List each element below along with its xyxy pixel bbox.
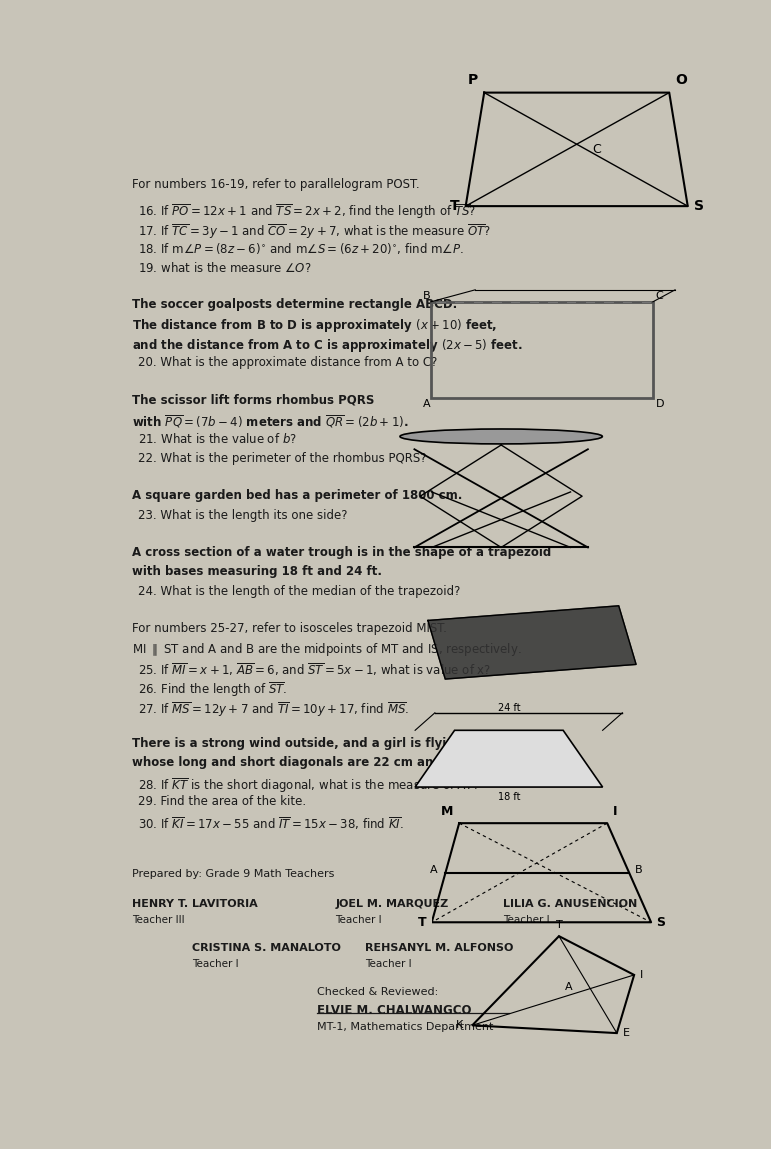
Text: K: K [456, 1020, 463, 1031]
Text: T: T [556, 920, 562, 931]
Bar [431, 302, 653, 398]
Text: MT-1, Mathematics Department: MT-1, Mathematics Department [318, 1021, 494, 1032]
Text: 29. Find the area of the kite.: 29. Find the area of the kite. [138, 795, 306, 808]
Text: O: O [675, 72, 687, 86]
Text: T: T [418, 916, 426, 928]
Text: A: A [423, 399, 430, 409]
Text: whose long and short diagonals are 22 cm and 12 cm respectively.: whose long and short diagonals are 22 cm… [133, 756, 574, 770]
Text: 17. If $\overline{TC}=3y-1$ and $\overline{CO}=2y+7$, what is the measure $\over: 17. If $\overline{TC}=3y-1$ and $\overli… [138, 222, 491, 241]
Text: Teacher I: Teacher I [503, 916, 549, 925]
Text: For numbers 25-27, refer to isosceles trapezoid MIST.: For numbers 25-27, refer to isosceles tr… [133, 622, 447, 635]
Polygon shape [415, 731, 603, 787]
Text: There is a strong wind outside, and a girl is flying a kite: There is a strong wind outside, and a gi… [133, 737, 505, 750]
Text: The scissor lift forms rhombus PQRS: The scissor lift forms rhombus PQRS [133, 394, 375, 407]
Text: Teacher I: Teacher I [335, 916, 382, 925]
Text: 28. If $\overline{KT}$ is the short diagonal, what is the measure of $\overline{: 28. If $\overline{KT}$ is the short diag… [138, 776, 480, 795]
Polygon shape [428, 606, 636, 679]
Text: 27. If $\overline{MS}=12y+7$ and $\overline{TI}=10y+17$, find $\overline{MS}$.: 27. If $\overline{MS}=12y+7$ and $\overl… [138, 700, 409, 718]
Text: with $\overline{PQ}=(7b-4)$ meters and $\overline{QR}=(2b+1)$.: with $\overline{PQ}=(7b-4)$ meters and $… [133, 412, 409, 430]
Text: 20. What is the approximate distance from A to C?: 20. What is the approximate distance fro… [138, 356, 438, 370]
Text: 26. Find the length of $\overline{ST}$.: 26. Find the length of $\overline{ST}$. [138, 680, 288, 699]
Text: HENRY T. LAVITORIA: HENRY T. LAVITORIA [133, 899, 258, 909]
Text: 16. If $\overline{PO}=12x+1$ and $\overline{TS}=2x+2$, find the length of $\over: 16. If $\overline{PO}=12x+1$ and $\overl… [138, 202, 476, 222]
Text: E: E [623, 1028, 630, 1038]
Text: The soccer goalposts determine rectangle ABCD.: The soccer goalposts determine rectangle… [133, 298, 457, 311]
Text: 18 ft: 18 ft [497, 792, 520, 802]
Text: and the distance from A to C is approximately $(2x-5)$ feet.: and the distance from A to C is approxim… [133, 337, 523, 354]
Text: Teacher I: Teacher I [192, 959, 238, 970]
Text: CRISTINA S. MANALOTO: CRISTINA S. MANALOTO [192, 942, 341, 953]
Text: I: I [640, 970, 643, 980]
Text: A square garden bed has a perimeter of 1800 cm.: A square garden bed has a perimeter of 1… [133, 489, 463, 502]
Text: C: C [592, 142, 601, 156]
Text: D: D [655, 399, 664, 409]
Text: 18. If m$\angle P=(8z-6)^{\circ}$ and m$\angle S=(6z+20)^{\circ}$, find m$\angle: 18. If m$\angle P=(8z-6)^{\circ}$ and m$… [138, 241, 464, 256]
Text: A: A [429, 865, 437, 874]
Text: B: B [423, 291, 430, 301]
Text: LILIA G. ANUSENCION: LILIA G. ANUSENCION [503, 899, 637, 909]
Text: 21. What is the value of $b$?: 21. What is the value of $b$? [138, 432, 297, 447]
Text: The distance from B to D is approximately $(x+10)$ feet,: The distance from B to D is approximatel… [133, 317, 497, 334]
Text: Teacher I: Teacher I [365, 959, 412, 970]
Text: REHSANYL M. ALFONSO: REHSANYL M. ALFONSO [365, 942, 513, 953]
Text: 25. If $\overline{MI}=x+1$, $\overline{AB}=6$, and $\overline{ST}=5x-1$, what is: 25. If $\overline{MI}=x+1$, $\overline{A… [138, 661, 491, 678]
Text: Teacher III: Teacher III [133, 916, 185, 925]
Text: S: S [694, 199, 704, 213]
Text: 24. What is the length of the median of the trapezoid?: 24. What is the length of the median of … [138, 585, 460, 597]
Ellipse shape [400, 429, 602, 444]
Text: 19. what is the measure $\angle O$?: 19. what is the measure $\angle O$? [138, 261, 311, 275]
Text: 23. What is the length its one side?: 23. What is the length its one side? [138, 509, 348, 522]
Text: B: B [635, 865, 642, 874]
Text: I: I [613, 805, 618, 818]
Text: ELVIE M. CHALWANGCO: ELVIE M. CHALWANGCO [318, 1004, 472, 1017]
Text: 30. If $\overline{KI}=17x-55$ and $\overline{IT}=15x-38$, find $\overline{KI}$.: 30. If $\overline{KI}=17x-55$ and $\over… [138, 815, 404, 832]
Text: Prepared by: Grade 9 Math Teachers: Prepared by: Grade 9 Math Teachers [133, 869, 335, 879]
Text: 22. What is the perimeter of the rhombus PQRS?: 22. What is the perimeter of the rhombus… [138, 452, 426, 465]
Text: P: P [468, 72, 478, 86]
Text: M: M [441, 805, 453, 818]
Text: with bases measuring 18 ft and 24 ft.: with bases measuring 18 ft and 24 ft. [133, 565, 382, 578]
Text: JOEL M. MARQUEZ: JOEL M. MARQUEZ [335, 899, 449, 909]
Text: Checked & Reviewed:: Checked & Reviewed: [318, 987, 439, 996]
Text: S: S [657, 916, 665, 928]
Text: MI $\parallel$ ST and A and B are the midpoints of MT and IS, respectively.: MI $\parallel$ ST and A and B are the mi… [133, 641, 522, 658]
Text: T: T [450, 199, 460, 213]
Text: C: C [655, 291, 663, 301]
Text: A cross section of a water trough is in the shape of a trapezoid: A cross section of a water trough is in … [133, 546, 551, 558]
Text: For numbers 16-19, refer to parallelogram POST.: For numbers 16-19, refer to parallelogra… [133, 178, 420, 191]
Text: 24 ft: 24 ft [497, 703, 520, 712]
Text: A: A [564, 981, 572, 992]
